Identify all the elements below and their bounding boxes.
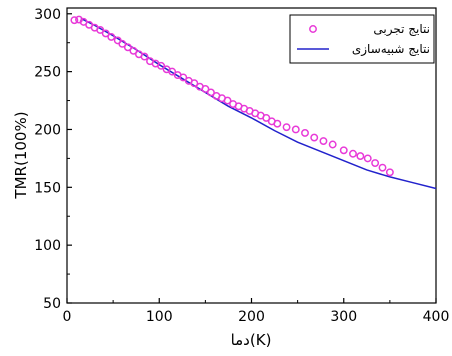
y-tick-label: 100 <box>34 238 61 254</box>
experimental-point <box>129 46 138 55</box>
experimental-point <box>101 29 110 38</box>
simulation-line <box>80 17 437 190</box>
experimental-point <box>223 96 232 105</box>
experimental-point <box>123 43 132 52</box>
experimental-point <box>96 26 105 34</box>
y-tick-label: 150 <box>34 180 61 196</box>
legend: نتایج تجربی نتایج شبیه‌سازی <box>289 14 435 64</box>
experimental-point <box>301 128 309 137</box>
x-tick-label: 100 <box>146 309 173 325</box>
experimental-point <box>179 73 188 82</box>
x-tick-label: 300 <box>330 309 357 325</box>
legend-label-simulation: نتایج شبیه‌سازی <box>352 42 430 57</box>
experimental-point <box>291 125 300 134</box>
experimental-point <box>262 113 271 122</box>
experimental-point <box>168 67 177 76</box>
experimental-point <box>206 88 215 97</box>
experimental-point <box>310 133 319 142</box>
experimental-point <box>371 159 380 167</box>
y-tick-label: 50 <box>43 296 61 312</box>
y-tick-label: 300 <box>34 7 61 23</box>
experimental-point <box>157 61 166 70</box>
experimental-point <box>273 119 282 128</box>
legend-box <box>289 14 435 64</box>
experimental-point <box>363 154 372 163</box>
experimental-point <box>282 123 291 132</box>
x-tick-label: 200 <box>238 309 265 325</box>
experimental-point <box>378 163 387 172</box>
experimental-point <box>349 149 357 158</box>
experimental-point <box>328 140 337 149</box>
experimental-point <box>319 137 328 145</box>
x-tick-label: 0 <box>63 309 72 325</box>
y-axis: 50 100 150 200 250 300 <box>34 7 72 312</box>
experimental-point <box>107 32 116 41</box>
y-axis-title: TMR(100%) <box>12 111 30 199</box>
x-tick-label: 400 <box>423 309 450 325</box>
y-tick-label: 250 <box>34 65 61 81</box>
x-axis-title: دما(K) <box>231 331 272 349</box>
series-layer <box>70 15 437 190</box>
experimental-point <box>201 85 210 93</box>
experimental-point <box>339 146 348 155</box>
legend-label-experimental: نتایج تجربی <box>373 22 430 37</box>
legend-marker-experimental <box>309 25 317 33</box>
experimental-point <box>190 79 199 88</box>
experimental-point <box>70 16 79 25</box>
experimental-point <box>140 52 149 61</box>
experimental-point <box>356 152 365 161</box>
x-axis: 0 100 200 300 400 <box>63 298 450 325</box>
experimental-point <box>385 168 394 177</box>
y-tick-label: 200 <box>34 122 61 138</box>
experimental-point <box>118 39 127 48</box>
